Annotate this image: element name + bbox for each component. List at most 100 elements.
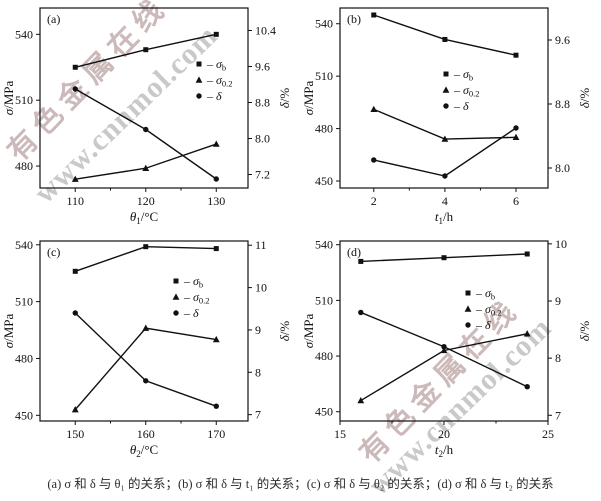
right-tick-label: 9 (555, 294, 561, 308)
triangle-marker (172, 293, 180, 300)
left-tick-label: 510 (315, 69, 333, 83)
legend: – σb– σ0.2– δ (172, 274, 210, 320)
plot-frame (39, 240, 249, 422)
circle-marker (513, 125, 519, 131)
right-axis: 8.0 8.8 9.6 δ/% (548, 33, 592, 175)
plot-frame (39, 7, 249, 189)
left-tick-label: 480 (315, 349, 333, 363)
series-sigma-b (358, 251, 530, 264)
left-tick-label: 450 (15, 408, 33, 422)
series-line (360, 333, 528, 402)
left-tick-label: 540 (15, 27, 33, 41)
right-tick-label: 8 (255, 365, 261, 379)
left-axis-title: σ/MPa (301, 80, 316, 115)
square-marker (443, 71, 449, 77)
x-axis-title: θ2/°C (130, 442, 158, 459)
right-tick-label: 8.0 (255, 132, 270, 146)
legend-label: – σb (453, 67, 473, 83)
square-marker (143, 244, 149, 250)
triangle-marker (71, 175, 79, 182)
left-tick-label: 510 (315, 293, 333, 307)
right-tick-label: 7.2 (255, 168, 270, 182)
left-axis-title: σ/MPa (1, 80, 16, 115)
x-tick-label: 150 (66, 427, 84, 441)
right-tick-label: 11 (255, 238, 267, 252)
right-axis: 7 8 9 10 11 δ/% (248, 238, 292, 422)
series-delta (358, 309, 530, 390)
series-delta (72, 86, 219, 182)
triangle-marker (357, 396, 365, 404)
circle-marker (358, 309, 364, 316)
square-marker (524, 251, 530, 257)
circle-marker (442, 173, 448, 179)
square-marker (441, 255, 447, 261)
x-tick-label: 2 (371, 194, 377, 208)
circle-marker (371, 157, 377, 163)
x-axis-title: t1/h (435, 209, 454, 226)
right-axis-title: δ/% (277, 321, 292, 342)
x-axis: 15 20 25 t2/h (334, 421, 554, 459)
series-line (373, 108, 517, 140)
square-marker (213, 31, 219, 37)
panel-letter: (c) (47, 245, 60, 259)
plot-frame (339, 7, 549, 189)
x-tick-label: 20 (438, 427, 450, 441)
series-line (75, 245, 217, 272)
subplot-b: (b) 450 480 510 540 σ/MPa 8.0 8.8 9.6 δ/% 2 4 6 t1/h –… (300, 0, 601, 233)
triangle-marker (442, 86, 450, 93)
series-sigma-b (72, 31, 219, 70)
legend-label: – σb (183, 274, 203, 290)
series-sigma-0.2 (71, 140, 220, 182)
square-marker (213, 246, 219, 252)
left-tick-label: 540 (315, 238, 333, 252)
triangle-marker (441, 135, 449, 142)
legend: – σb– σ0.2– δ (195, 57, 233, 103)
circle-marker (465, 322, 471, 328)
right-tick-label: 8 (555, 351, 561, 365)
triangle-marker (512, 133, 520, 141)
legend-label: – σ0.2 (453, 83, 480, 99)
subplot-c-chart: (c) 450 480 510 540 σ/MPa 7 8 9 10 11 δ/% 150 160 170 θ… (1, 238, 292, 459)
series-delta (72, 310, 219, 409)
triangle-marker (142, 164, 150, 171)
left-tick-label: 450 (315, 174, 333, 188)
legend-label: – σb (475, 286, 495, 302)
subplot-d-chart: (d) 450 480 510 540 σ/MPa 7 8 9 10 δ/% 15 20 25 t2/h – … (301, 237, 592, 459)
x-axis: 110 120 130 θ1/°C (66, 188, 225, 226)
circle-marker (443, 103, 449, 109)
subplot-d: (d) 450 480 510 540 σ/MPa 7 8 9 10 δ/% 15 20 25 t2/h – … (300, 233, 601, 466)
triangle-marker (370, 105, 378, 113)
circle-marker (72, 86, 78, 92)
legend-label: – σb (206, 57, 226, 73)
left-tick-label: 510 (15, 93, 33, 107)
left-axis: 450 480 510 540 σ/MPa (301, 17, 340, 188)
right-axis-title: δ/% (577, 321, 592, 342)
triangle-marker (212, 335, 220, 343)
panel-letter: (a) (47, 12, 60, 26)
square-marker (72, 268, 78, 274)
triangle-marker (523, 330, 531, 337)
legend: – σb– σ0.2– δ (442, 67, 480, 113)
series-sigma-0.2 (71, 324, 220, 413)
x-tick-label: 120 (137, 194, 155, 208)
x-tick-label: 6 (513, 194, 519, 208)
square-marker (143, 47, 149, 53)
circle-marker (72, 310, 78, 316)
left-tick-label: 480 (15, 159, 33, 173)
legend-label: – σ0.2 (183, 290, 210, 306)
square-marker (72, 64, 78, 70)
x-tick-label: 15 (334, 427, 346, 441)
left-tick-label: 510 (15, 295, 33, 309)
x-tick-label: 160 (137, 427, 155, 441)
right-tick-label: 8.0 (555, 161, 570, 175)
right-tick-label: 9 (255, 323, 261, 337)
x-tick-label: 130 (207, 194, 225, 208)
series-line (373, 14, 517, 56)
left-axis-title: σ/MPa (1, 313, 16, 348)
panel-letter: (b) (347, 12, 361, 26)
left-tick-label: 450 (315, 405, 333, 419)
subplot-a: (a) 480 510 540 σ/MPa 7.2 8.0 8.8 9.6 10.4 δ/% 110 1… (0, 0, 300, 233)
circle-marker (441, 344, 447, 350)
